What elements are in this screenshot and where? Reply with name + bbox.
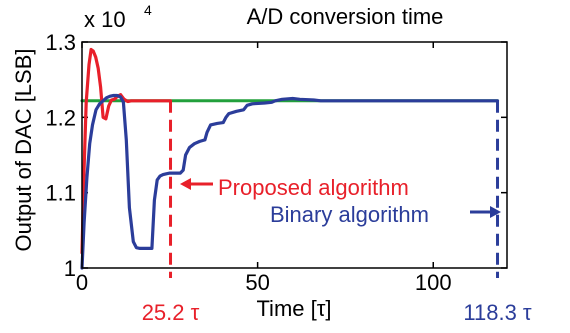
y-exponent-label: x 10	[84, 7, 126, 32]
annotation-proposed: Proposed algorithm	[180, 175, 409, 200]
x-tick-label: 50	[245, 270, 269, 295]
series-line-binary	[80, 93, 500, 270]
plot-frame	[81, 41, 508, 269]
marker-label: 25.2 τ	[142, 300, 200, 325]
y-tick-label: 1.1	[45, 181, 76, 206]
y-tick-label: 1.2	[45, 105, 76, 130]
x-axis-label: Time [τ]	[256, 296, 331, 321]
x-tick-label: 100	[415, 270, 452, 295]
series-group	[80, 47, 500, 270]
arrow-head	[490, 206, 501, 218]
arrow-left-icon	[180, 178, 213, 190]
series-line-proposed	[80, 47, 173, 255]
annotation-proposed-text: Proposed algorithm	[218, 175, 409, 200]
plot-frame-rect	[81, 41, 508, 269]
markers-group: 25.2 τ 118.3 τ	[142, 100, 532, 325]
x-tick-label: 0	[76, 270, 88, 295]
arrow-head	[180, 178, 191, 190]
chart-title: A/D conversion time	[247, 4, 444, 29]
arrow-right-icon	[470, 206, 501, 218]
y-exponent-power: 4	[144, 2, 152, 18]
y-axis-label: Output of DAC [LSB]	[11, 49, 36, 252]
y-tick-label: 1	[64, 256, 76, 281]
annotation-binary: Binary algorithm	[270, 202, 501, 227]
axes-group: 1 1.1 1.2 1.3 0 50 100	[45, 30, 507, 295]
y-tick-label: 1.3	[45, 30, 76, 55]
annotation-binary-text: Binary algorithm	[270, 202, 429, 227]
marker-label: 118.3 τ	[463, 300, 532, 325]
